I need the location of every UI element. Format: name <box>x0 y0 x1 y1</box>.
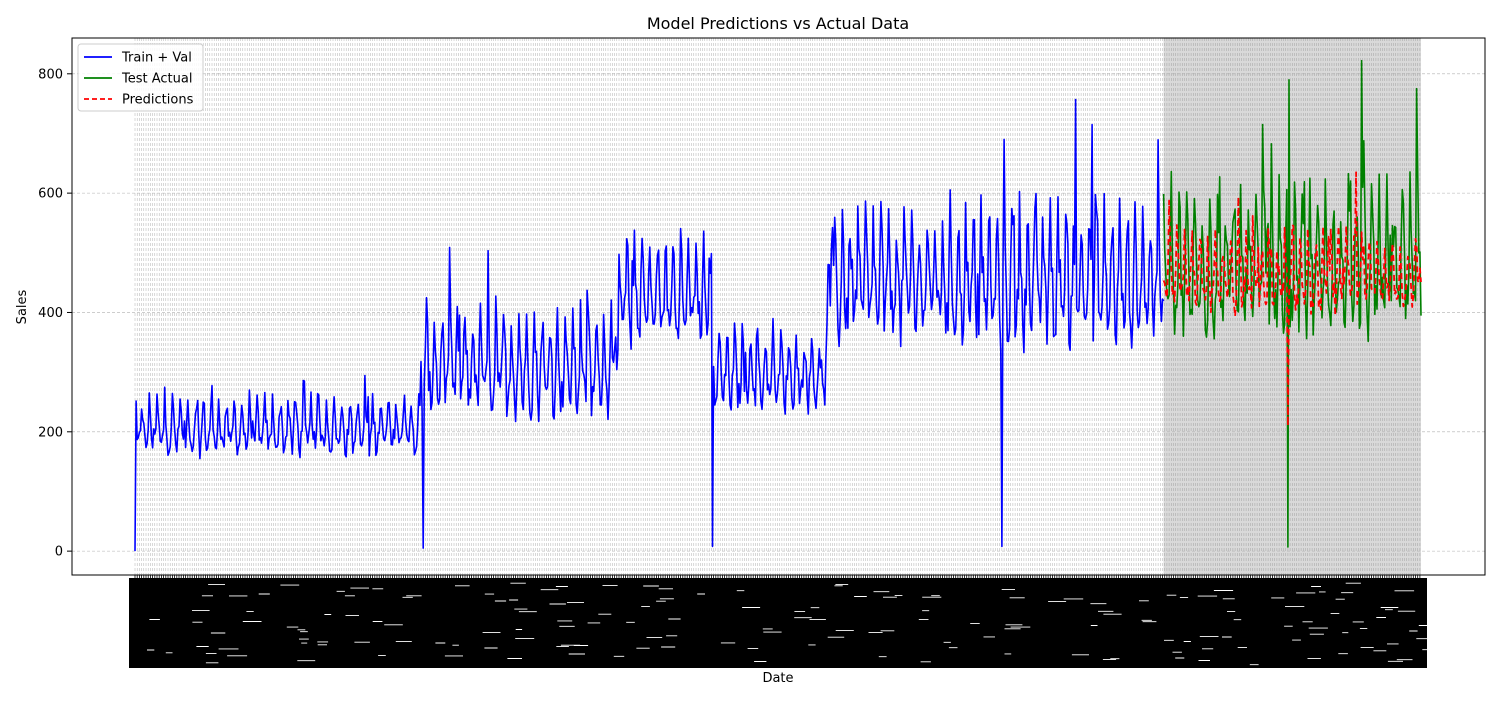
x-axis-label: Date <box>762 671 793 686</box>
legend-box <box>77 43 204 112</box>
x-tick-labels <box>129 578 1427 668</box>
chart-title: Model Predictions vs Actual Data <box>647 14 909 33</box>
legend: Train + Val Test Actual Predictions <box>77 43 204 112</box>
x-tick-label-gaps <box>147 582 1435 666</box>
y-axis-label: Sales <box>15 289 30 324</box>
series-line-3 <box>1162 171 1422 427</box>
legend-label: Predictions <box>122 93 194 108</box>
y-axis: 0 200 400 600 800 <box>38 67 72 560</box>
series-layer <box>134 59 1422 552</box>
legend-label: Train + Val <box>121 51 192 66</box>
horizontal-gridlines <box>72 73 1485 552</box>
x-axis <box>129 575 1435 668</box>
y-tick-label: 0 <box>55 545 63 560</box>
y-tick-label: 200 <box>38 425 63 440</box>
series-line-1 <box>134 98 1165 552</box>
plot-frame <box>71 37 1486 576</box>
legend-label: Test Actual <box>121 72 192 87</box>
x-ticks <box>134 575 1421 580</box>
series-line-2 <box>1162 59 1422 548</box>
y-tick-label: 400 <box>38 306 63 321</box>
y-tick-label: 600 <box>38 187 63 202</box>
y-tick-label: 800 <box>38 67 63 82</box>
